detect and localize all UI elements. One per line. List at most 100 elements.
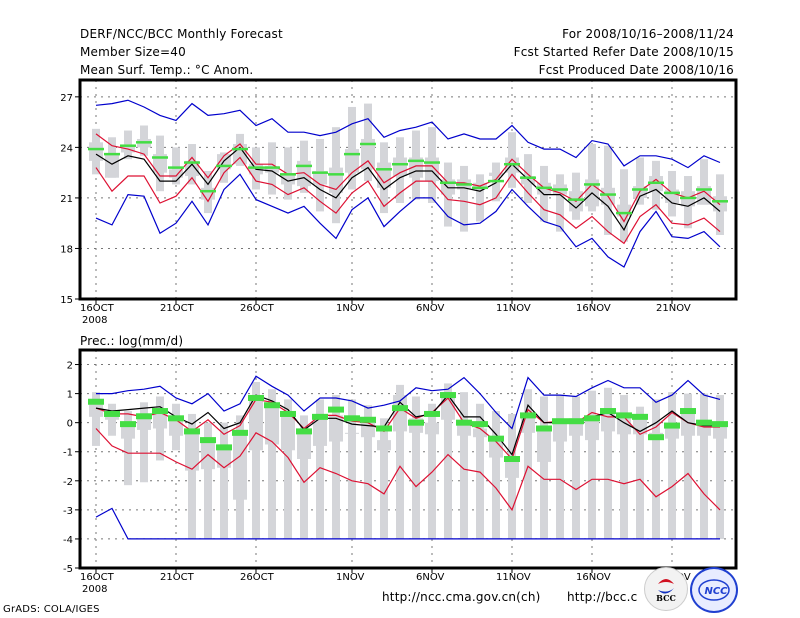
box-bar (425, 422, 439, 435)
ensemble-marker (376, 168, 392, 171)
ncc-url-link[interactable]: http://ncc.cma.gov.cn(ch) (382, 590, 541, 604)
ensemble-marker (328, 406, 344, 413)
box-bar (249, 397, 263, 451)
ensemble-marker (520, 176, 536, 179)
box-bar (585, 415, 599, 441)
ensemble-marker (568, 418, 584, 425)
ensemble-marker (184, 161, 200, 164)
ensemble-marker (232, 147, 248, 151)
x-tick-label: 26OCT (240, 303, 275, 314)
ensemble-marker (392, 405, 408, 412)
box-bar (665, 189, 679, 203)
bcc-logo: BCC (644, 567, 688, 611)
whisker-bar (92, 392, 100, 446)
ensemble-marker (328, 173, 344, 176)
box-bar (425, 157, 439, 182)
ensemble-marker (712, 421, 728, 428)
ensemble-marker (712, 200, 728, 203)
series-line-min (95, 173, 721, 268)
ensemble-marker (504, 456, 520, 462)
ensemble-marker (168, 415, 184, 422)
box-bar (185, 431, 199, 471)
ensemble-marker (648, 181, 664, 185)
ensemble-marker (552, 188, 568, 191)
x-tick-label: 11NOV (496, 572, 531, 583)
box-bar (89, 400, 103, 417)
ensemble-marker (120, 144, 136, 147)
bcc-url-link[interactable]: http://bcc.c (567, 590, 638, 604)
ensemble-marker (520, 412, 536, 419)
ensemble-marker (200, 189, 216, 193)
whisker-bar (572, 396, 580, 539)
series-line-mean (95, 146, 721, 232)
box-bar (489, 440, 503, 458)
y-tick-label: 21 (60, 194, 73, 205)
ensemble-marker (216, 444, 232, 451)
whisker-bar (620, 395, 628, 539)
series-line-max (96, 375, 721, 430)
ensemble-marker (280, 410, 296, 417)
x-tick-label: 21OCT (160, 303, 195, 314)
y-tick-label: 18 (60, 244, 73, 255)
box-bar (121, 424, 135, 439)
ensemble-marker (472, 186, 488, 190)
ensemble-marker (440, 392, 456, 399)
whisker-bar (188, 413, 196, 539)
ensemble-marker (376, 425, 392, 432)
forecast-produced-date: Fcst Produced Date 2008/10/16 (538, 63, 734, 77)
whisker-bar (124, 411, 132, 486)
forecast-period: For 2008/10/16–2008/11/24 (562, 27, 734, 41)
ensemble-marker (536, 186, 552, 190)
ensemble-marker (648, 434, 664, 441)
ensemble-marker (696, 188, 712, 191)
box-bar (313, 416, 327, 446)
ensemble-marker (280, 173, 296, 176)
box-bar (393, 395, 407, 432)
x-tick-label: 1NOV (336, 303, 365, 314)
x-tick-label: 1NOV (336, 572, 365, 583)
x-tick-label: 11NOV (496, 303, 531, 314)
box-bar (185, 160, 199, 177)
ensemble-marker (488, 179, 504, 183)
series-line-lower (95, 428, 721, 512)
whisker-bar (524, 389, 532, 539)
ensemble-marker (136, 413, 152, 420)
ensemble-marker (424, 410, 440, 417)
plot-frame (78, 348, 738, 570)
whisker-bar (300, 415, 308, 539)
whisker-bar (396, 384, 404, 539)
bcc-logo-icon: BCC (656, 579, 676, 603)
y-tick-label: 0 (67, 419, 73, 430)
x-tick-label: 16NOV (576, 303, 611, 314)
whisker-bar (636, 406, 644, 539)
ensemble-marker (120, 421, 136, 428)
ensemble-marker (88, 398, 104, 405)
ensemble-marker (296, 164, 312, 168)
whisker-bar (220, 422, 228, 539)
ensemble-marker (584, 183, 600, 186)
whisker-bar (364, 405, 372, 539)
series-line-max (95, 99, 721, 169)
whisker-bar (460, 165, 468, 232)
box-bar (505, 459, 519, 478)
top-panel-variable-label: Mean Surf. Temp.: °C Anom. (80, 63, 254, 77)
box-bar (617, 204, 631, 217)
whisker-bar (460, 392, 468, 539)
series-line-upper (95, 133, 721, 223)
box-bar (553, 419, 567, 442)
ensemble-marker (248, 166, 264, 169)
ensemble-marker (680, 408, 696, 415)
whisker-bar (444, 383, 452, 539)
box-bar (169, 169, 183, 178)
ensemble-marker (584, 415, 600, 422)
y-tick-label: -4 (63, 535, 73, 546)
precipitation-panel: -5 -4 -3 -2 -1 0 1 2 16OCT 21OCT 26OCT 1NOV 6NOV 11NO… (63, 348, 738, 595)
box-bar (281, 174, 295, 185)
y-tick-label: -5 (63, 564, 73, 575)
ensemble-marker (600, 408, 616, 415)
box-bar (169, 416, 183, 436)
box-bar (489, 172, 503, 177)
ensemble-marker (424, 161, 440, 164)
whisker-bar (588, 144, 596, 212)
